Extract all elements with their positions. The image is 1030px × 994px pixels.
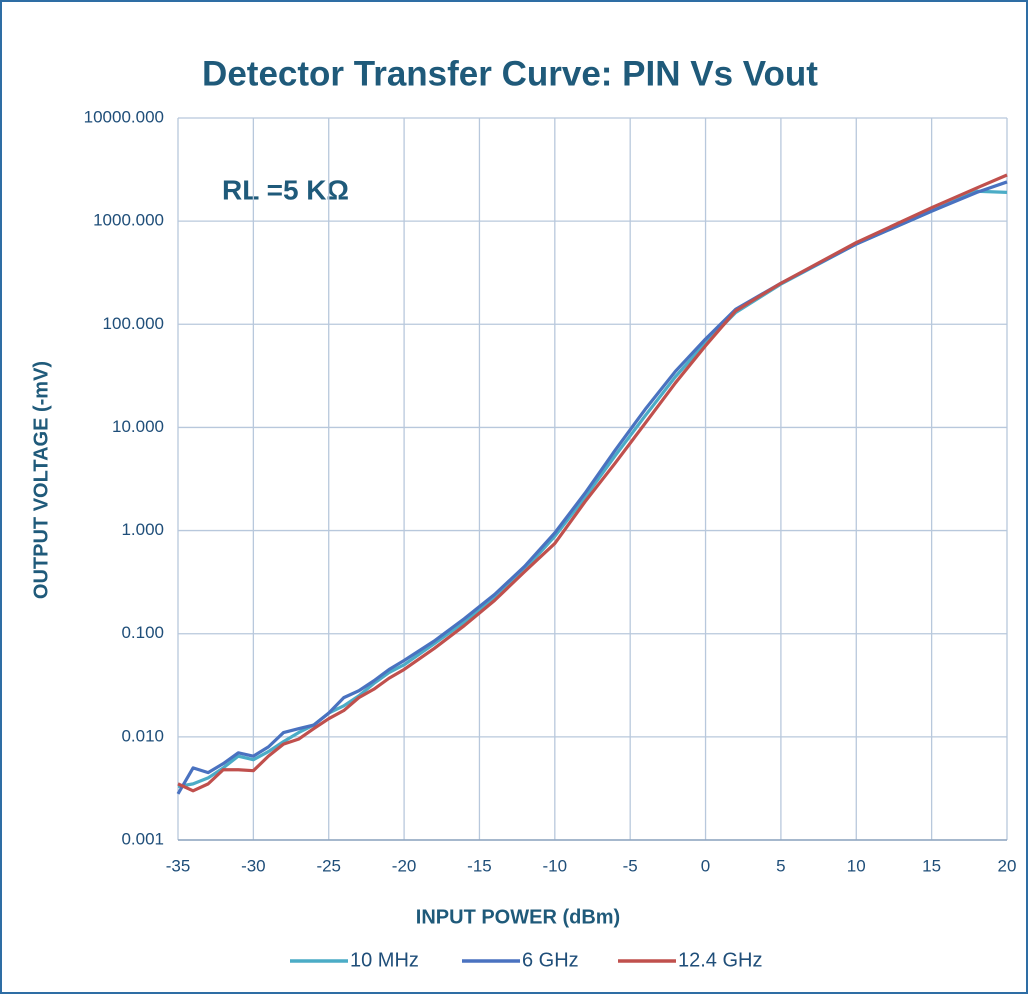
annotation: RL =5 KΩ [222,174,349,205]
y-tick-label: 0.001 [121,829,164,848]
x-tick-label: 15 [922,856,941,875]
x-tick-label: -10 [543,856,568,875]
y-tick-label: 1.000 [121,520,164,539]
y-tick-label: 1000.000 [93,211,164,230]
y-axis-label: OUTPUT VOLTAGE (-mV) [30,361,52,599]
y-tick-label: 10000.000 [84,107,164,126]
y-tick-label: 0.100 [121,623,164,642]
x-tick-label: -20 [392,856,417,875]
x-tick-label: 5 [776,856,785,875]
y-tick-label: 10.000 [112,417,164,436]
x-tick-label: 0 [701,856,710,875]
y-tick-label: 0.010 [121,726,164,745]
chart-title: Detector Transfer Curve: PIN Vs Vout [202,54,818,93]
legend-label: 10 MHz [350,949,419,971]
y-tick-label: 100.000 [103,314,164,333]
legend-label: 12.4 GHz [678,949,762,971]
x-tick-label: -15 [467,856,492,875]
legend-label: 6 GHz [522,949,579,971]
x-tick-label: 10 [847,856,866,875]
x-axis-label: INPUT POWER (dBm) [416,906,620,928]
x-tick-label: -35 [166,856,191,875]
x-tick-label: -25 [316,856,341,875]
x-tick-label: -5 [623,856,638,875]
x-tick-label: -30 [241,856,266,875]
series-line [177,173,1008,793]
x-tick-label: 20 [998,856,1017,875]
series-line [176,180,1008,795]
